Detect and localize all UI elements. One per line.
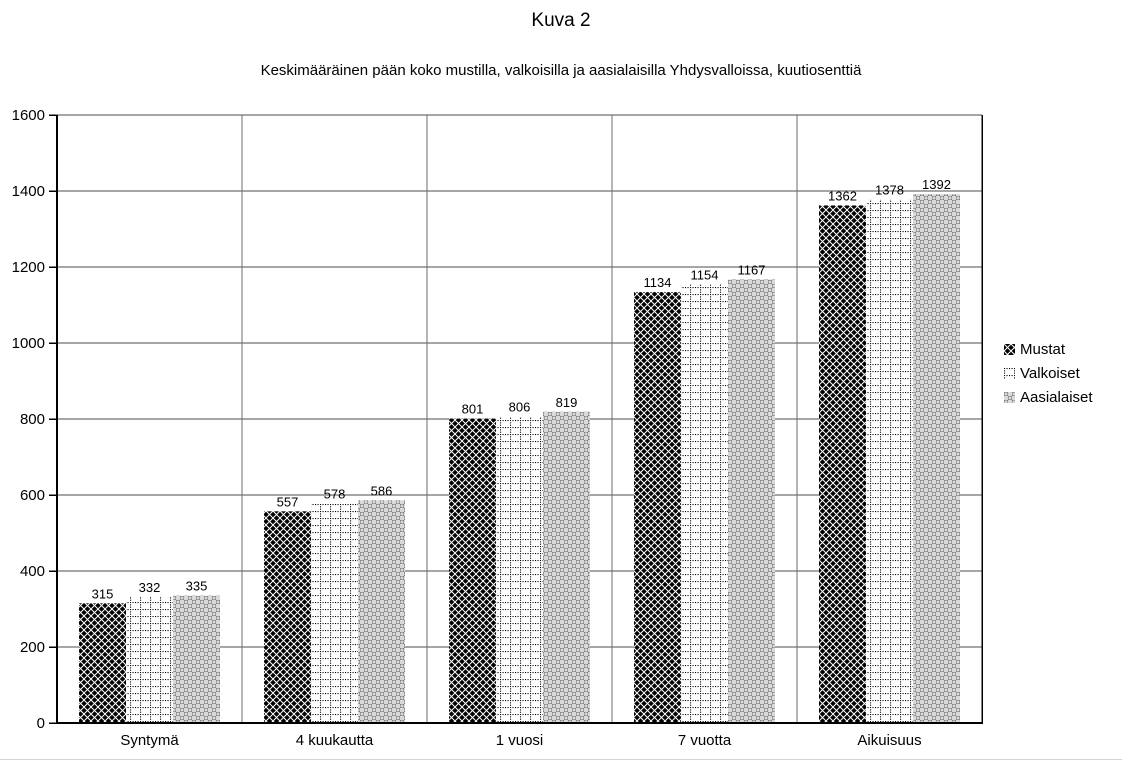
- bar-valkoiset-1: [126, 596, 173, 723]
- bar-mustat-5: [819, 205, 866, 723]
- y-tick-label-1400: 1400: [12, 183, 45, 200]
- legend-swatch-white-dotted-grid: [1004, 368, 1015, 379]
- legend-swatch-gray-checker-dots: [1004, 392, 1015, 403]
- bar-aasialaiset-4: [728, 279, 775, 723]
- bar-mustat-3: [449, 418, 496, 723]
- bar-aasialaiset-3: [543, 411, 590, 723]
- bar-value-label: 586: [371, 483, 393, 498]
- y-tick-label-0: 0: [37, 715, 45, 732]
- bar-value-label: 1134: [644, 275, 672, 290]
- legend-item-aasialaiset: Aasialaiset: [1004, 389, 1093, 406]
- x-category-label-3: 1 vuosi: [496, 732, 544, 749]
- x-category-label-4: 7 vuotta: [678, 732, 732, 749]
- bar-value-label: 819: [556, 395, 578, 410]
- x-category-label-5: Aikuisuus: [857, 732, 921, 749]
- bar-value-label: 801: [462, 402, 484, 417]
- bar-value-label: 315: [92, 586, 114, 601]
- legend-item-valkoiset: Valkoiset: [1004, 365, 1093, 382]
- chart-title: Kuva 2: [531, 10, 591, 31]
- bar-value-label: 578: [324, 486, 346, 501]
- bar-aasialaiset-1: [173, 595, 220, 723]
- bar-valkoiset-4: [681, 284, 728, 723]
- bar-value-label: 335: [186, 579, 208, 594]
- y-tick-label-400: 400: [20, 563, 45, 580]
- y-tick-label-800: 800: [20, 411, 45, 428]
- y-tick-label-600: 600: [20, 487, 45, 504]
- bar-valkoiset-3: [496, 416, 543, 723]
- y-tick-label-200: 200: [20, 639, 45, 656]
- bar-value-label: 1167: [738, 263, 766, 278]
- x-category-label-2: 4 kuukautta: [296, 732, 374, 749]
- page-bottom-edge-line: [0, 759, 1122, 760]
- legend-label: Aasialaiset: [1020, 389, 1093, 406]
- x-category-label-1: Syntymä: [120, 732, 179, 749]
- bar-valkoiset-2: [311, 503, 358, 723]
- bar-aasialaiset-5: [913, 194, 960, 724]
- bar-value-label: 1392: [922, 177, 951, 192]
- bar-value-label: 557: [277, 494, 299, 509]
- bar-mustat-2: [264, 511, 311, 723]
- bar-aasialaiset-2: [358, 500, 405, 723]
- bar-value-label: 1154: [691, 267, 719, 282]
- chart-subtitle: Keskimääräinen pään koko mustilla, valko…: [260, 62, 862, 79]
- bar-mustat-1: [79, 603, 126, 723]
- legend-label: Valkoiset: [1020, 365, 1080, 382]
- bar-value-label: 332: [139, 580, 161, 595]
- y-tick-label-1600: 1600: [12, 107, 45, 124]
- y-tick-label-1200: 1200: [12, 259, 45, 276]
- legend-swatch-black-diagonal-crosshatch: [1004, 344, 1015, 355]
- legend: Mustat Valkoiset Aasialaiset: [1004, 341, 1093, 406]
- bar-value-label: 1362: [828, 188, 857, 203]
- legend-item-mustat: Mustat: [1004, 341, 1093, 358]
- legend-label: Mustat: [1020, 341, 1066, 358]
- bar-value-label: 806: [509, 400, 531, 415]
- bar-valkoiset-5: [866, 199, 913, 724]
- bar-value-label: 1378: [875, 182, 904, 197]
- y-tick-label-1000: 1000: [12, 335, 45, 352]
- bar-mustat-4: [634, 292, 681, 723]
